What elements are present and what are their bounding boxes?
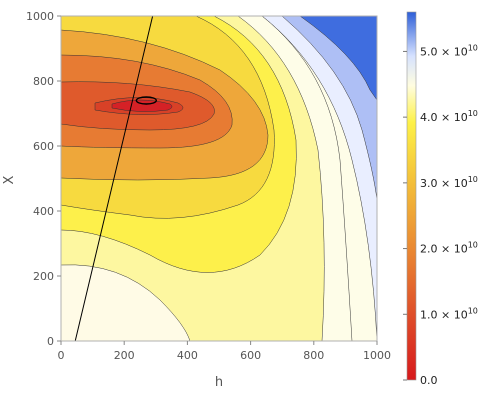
x-tick-label: 400 (177, 349, 198, 362)
plot-frame (60, 15, 378, 342)
contour-band-corner (299, 16, 377, 101)
x-tick-label: 200 (114, 349, 135, 362)
x-tick-label: 0 (58, 349, 65, 362)
colorbar-tick-label: 3.0 × 1010 (420, 175, 478, 190)
x-tick-label: 800 (303, 349, 324, 362)
colorbar-gradient (406, 11, 417, 381)
colorbar-tick-label: 5.0 × 1010 (420, 43, 478, 58)
x-tick-label: 600 (240, 349, 261, 362)
contour-band-lowest (61, 264, 191, 341)
colorbar-tick-label: 1.0 × 1010 (420, 306, 478, 321)
colorbar-tick-label: 0.0 (420, 374, 438, 387)
reference-line-path (74, 16, 154, 341)
minimum-contour (135, 96, 158, 105)
y-tick-label: 400 (33, 205, 54, 218)
y-axis: 0 200 400 600 800 1000 (26, 10, 61, 348)
colorbar-tick-label: 4.0 × 1010 (420, 109, 478, 124)
y-tick-label: 800 (33, 75, 54, 88)
colorbar: 0.0 1.0 × 1010 2.0 × 1010 3.0 × 1010 4.0 × 1… (403, 11, 478, 387)
colorbar-ticks: 0.0 1.0 × 1010 2.0 × 1010 3.0 × 1010 4.0 × 1… (403, 43, 478, 387)
x-tick-label: 1000 (363, 349, 391, 362)
y-axis-title: X (2, 175, 17, 184)
y-tick-label: 0 (47, 335, 54, 348)
y-tick-label: 200 (33, 270, 54, 283)
colorbar-tick-label: 2.0 × 1010 (420, 241, 478, 256)
y-tick-label: 600 (33, 140, 54, 153)
y-tick-label: 1000 (26, 10, 54, 23)
contour-band (111, 99, 173, 112)
x-axis: 0 200 400 600 800 1000 (58, 341, 391, 362)
x-axis-title: h (215, 375, 223, 390)
contour-layers (61, 16, 377, 341)
contour-band-corner (261, 16, 377, 341)
reference-line (74, 16, 154, 341)
